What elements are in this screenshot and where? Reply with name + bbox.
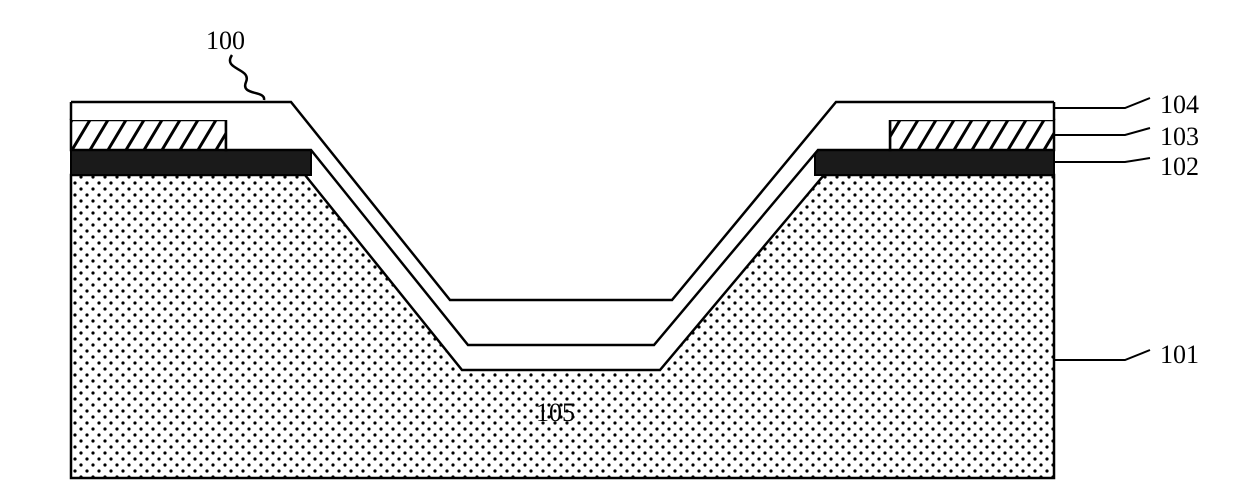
callout-104: 104 — [1160, 90, 1199, 120]
pointer-100-squiggle — [230, 55, 264, 100]
layer-102-left — [71, 150, 311, 175]
leader-104 — [1054, 98, 1150, 108]
layer-103-left — [71, 120, 226, 150]
callout-103: 103 — [1160, 122, 1199, 152]
layer-102-right — [815, 150, 1054, 175]
callout-100: 100 — [206, 26, 245, 56]
callout-101: 101 — [1160, 340, 1199, 370]
layer-103-right — [890, 120, 1054, 150]
leader-102 — [1054, 158, 1150, 162]
callout-102: 102 — [1160, 152, 1199, 182]
leader-101 — [1054, 350, 1150, 360]
cross-section-diagram — [0, 0, 1240, 500]
leader-103 — [1054, 128, 1150, 135]
inner-marker-105: 105 — [536, 398, 575, 428]
